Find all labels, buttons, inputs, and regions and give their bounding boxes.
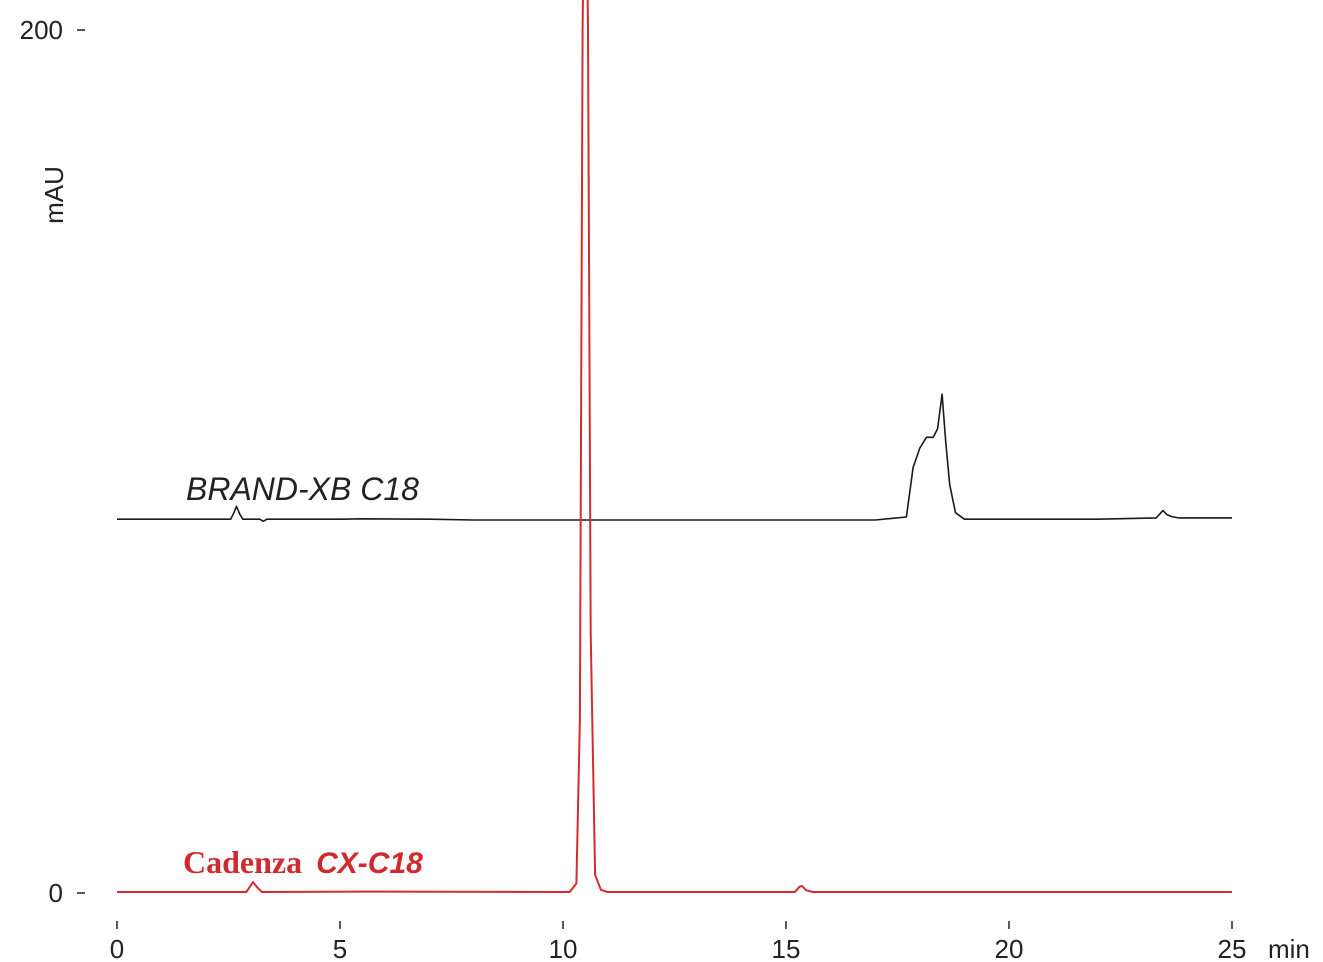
y-tick-label-0: 0 xyxy=(49,878,63,908)
x-tick-label-25: 25 xyxy=(1218,934,1247,962)
y-axis: 200 0 mAU xyxy=(20,15,85,908)
x-tick-label-10: 10 xyxy=(549,934,578,962)
x-tick-label-0: 0 xyxy=(110,934,124,962)
x-axis-unit: min xyxy=(1268,934,1310,962)
trace-brand-xb-c18 xyxy=(117,393,1232,523)
x-tick-label-15: 15 xyxy=(772,934,801,962)
y-axis-title: mAU xyxy=(39,166,69,224)
series-label-brand-xb-c18: BRAND-XB C18 xyxy=(186,471,419,507)
x-tick-label-5: 5 xyxy=(333,934,347,962)
x-axis: 0 5 10 15 20 25 min xyxy=(110,921,1310,962)
series-label-cadenza-main: Cadenza xyxy=(183,844,302,880)
trace-cadenza-cx-c18 xyxy=(117,0,1232,893)
series-label-cadenza-cx-c18: Cadenza CX-C18 xyxy=(183,844,423,880)
x-tick-label-20: 20 xyxy=(995,934,1024,962)
series-label-cadenza-model: CX-C18 xyxy=(316,847,423,880)
y-tick-label-200: 200 xyxy=(20,15,63,45)
